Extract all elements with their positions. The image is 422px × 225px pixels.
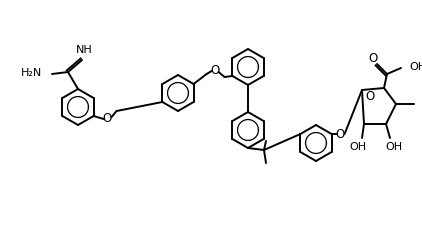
Text: OH: OH [349,142,367,152]
Text: O: O [210,63,219,76]
Text: H₂N: H₂N [21,68,42,78]
Text: O: O [102,112,111,126]
Text: O: O [335,128,344,140]
Text: OH: OH [385,142,403,152]
Text: OH: OH [409,62,422,72]
Text: NH: NH [76,45,92,55]
Text: O: O [368,52,378,65]
Text: O: O [365,90,375,103]
